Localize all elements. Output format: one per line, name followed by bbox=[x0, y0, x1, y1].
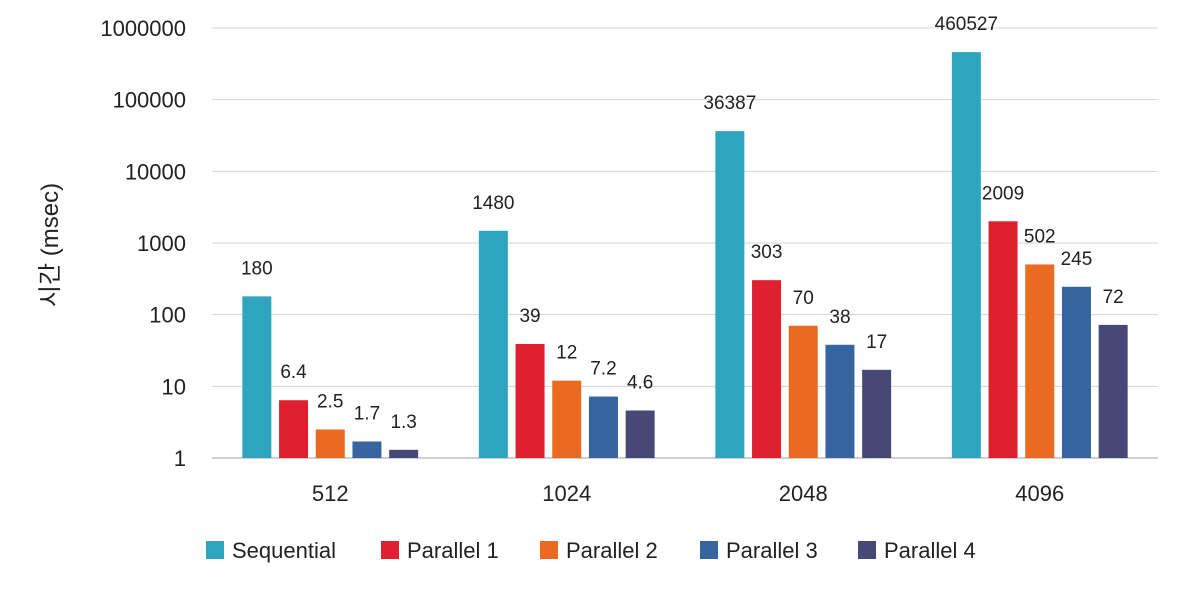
legend-swatch bbox=[700, 541, 718, 559]
y-tick-label: 1000 bbox=[137, 231, 186, 256]
data-label: 72 bbox=[1103, 287, 1124, 308]
data-label: 70 bbox=[793, 288, 814, 309]
bar bbox=[715, 131, 745, 458]
legend-label: Parallel 4 bbox=[884, 538, 976, 563]
y-tick-label: 100 bbox=[149, 303, 186, 328]
bar bbox=[788, 325, 818, 458]
x-category-label: 512 bbox=[312, 481, 349, 506]
bar bbox=[862, 369, 892, 458]
data-label: 245 bbox=[1061, 249, 1093, 270]
legend-swatch bbox=[858, 541, 876, 559]
data-label: 2.5 bbox=[317, 391, 343, 412]
data-label: 4.6 bbox=[627, 373, 653, 394]
legend-swatch bbox=[540, 541, 558, 559]
legend-label: Parallel 1 bbox=[407, 538, 499, 563]
bar bbox=[988, 221, 1018, 458]
y-tick-label: 10 bbox=[162, 374, 186, 399]
data-label: 38 bbox=[829, 307, 850, 328]
bar bbox=[752, 280, 782, 458]
data-label: 36387 bbox=[703, 93, 756, 114]
y-tick-label: 10000 bbox=[125, 159, 186, 184]
data-label: 6.4 bbox=[280, 362, 307, 383]
data-label: 17 bbox=[866, 332, 887, 353]
bar bbox=[279, 400, 309, 458]
bar bbox=[242, 296, 272, 458]
legend-swatch bbox=[381, 541, 399, 559]
data-label: 39 bbox=[519, 306, 540, 327]
bar bbox=[825, 344, 855, 458]
data-label: 180 bbox=[241, 258, 273, 279]
data-label: 1480 bbox=[472, 193, 514, 214]
data-label: 7.2 bbox=[590, 359, 616, 380]
x-axis-categories: 512 1024 2048 4096 bbox=[312, 481, 1064, 506]
legend: Sequential Parallel 1 Parallel 2 Parallel 3… bbox=[206, 538, 976, 563]
legend-label: Parallel 3 bbox=[726, 538, 818, 563]
y-tick-label: 1 bbox=[174, 446, 186, 471]
data-labels: 180 6.4 2.5 1.7 1.3 1480 39 12 7.2 4.6 36387 303 70 3… bbox=[241, 14, 1124, 433]
legend-swatch bbox=[206, 541, 224, 559]
bar bbox=[389, 449, 419, 458]
data-label: 460527 bbox=[935, 14, 998, 35]
data-label: 502 bbox=[1024, 226, 1056, 247]
legend-label: Sequential bbox=[232, 538, 336, 563]
bar bbox=[315, 429, 345, 458]
bar bbox=[1098, 324, 1128, 458]
data-label: 1.3 bbox=[390, 412, 416, 433]
y-tick-label: 1000000 bbox=[100, 16, 186, 41]
data-label: 2009 bbox=[982, 183, 1024, 204]
x-category-label: 1024 bbox=[542, 481, 591, 506]
bars bbox=[242, 52, 1128, 458]
bar bbox=[552, 380, 582, 458]
data-label: 1.7 bbox=[354, 403, 380, 424]
bar bbox=[951, 52, 981, 458]
bar bbox=[625, 410, 655, 458]
data-label: 303 bbox=[751, 242, 783, 263]
x-category-label: 4096 bbox=[1015, 481, 1064, 506]
bar bbox=[1025, 264, 1055, 458]
x-category-label: 2048 bbox=[779, 481, 828, 506]
y-axis-label: 시간 (msec) bbox=[37, 183, 64, 307]
y-axis-ticks: 1 10 100 1000 10000 100000 1000000 bbox=[100, 16, 186, 471]
legend-label: Parallel 2 bbox=[566, 538, 658, 563]
y-tick-label: 100000 bbox=[113, 88, 186, 113]
bar bbox=[588, 396, 618, 458]
bar bbox=[478, 230, 508, 458]
bar bbox=[352, 441, 382, 458]
bar bbox=[515, 343, 545, 458]
data-label: 12 bbox=[556, 343, 577, 364]
bar bbox=[1061, 286, 1091, 458]
